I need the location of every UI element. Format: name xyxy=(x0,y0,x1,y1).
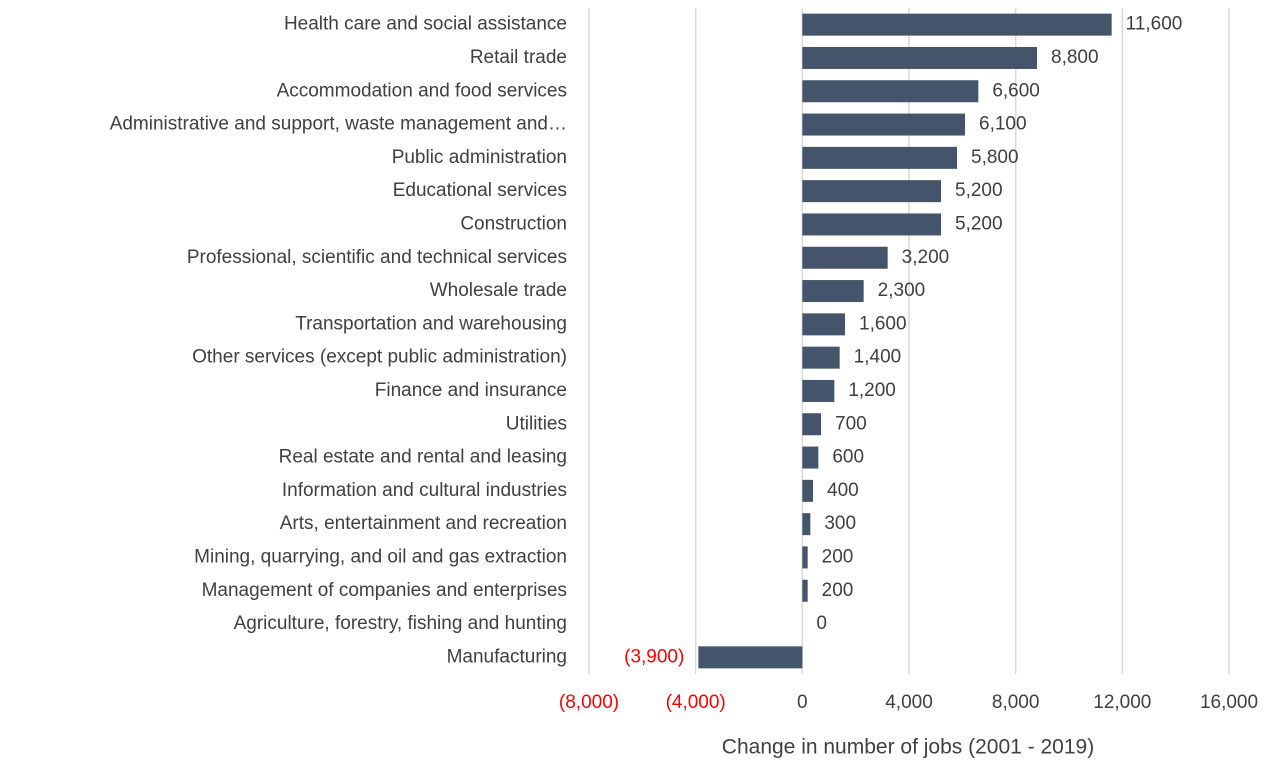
category-label: Agriculture, forestry, fishing and hunti… xyxy=(234,613,567,634)
bar xyxy=(698,646,803,669)
category-label: Construction xyxy=(460,213,567,234)
value-label: 200 xyxy=(822,580,854,601)
x-tick-label: (4,000) xyxy=(666,692,726,713)
value-label: 300 xyxy=(824,513,856,534)
bar xyxy=(802,513,811,536)
bar xyxy=(802,413,821,436)
value-label: (3,900) xyxy=(624,646,684,667)
x-tick-label: (8,000) xyxy=(559,692,619,713)
bar xyxy=(802,146,957,169)
bar xyxy=(802,479,813,502)
bar xyxy=(802,446,819,469)
category-label: Public administration xyxy=(392,147,567,168)
bar xyxy=(802,280,864,303)
category-label: Wholesale trade xyxy=(430,280,567,301)
category-label: Utilities xyxy=(506,413,567,434)
value-label: 2,300 xyxy=(878,280,926,301)
bar xyxy=(802,213,941,236)
x-tick-label: 4,000 xyxy=(885,692,933,713)
value-label: 0 xyxy=(816,613,827,634)
value-label: 8,800 xyxy=(1051,47,1099,68)
x-tick-label: 16,000 xyxy=(1200,692,1258,713)
value-label: 5,200 xyxy=(955,213,1003,234)
category-label: Health care and social assistance xyxy=(284,14,567,35)
category-label: Finance and insurance xyxy=(375,380,567,401)
category-label: Retail trade xyxy=(470,47,567,68)
value-label: 3,200 xyxy=(902,247,950,268)
category-label: Arts, entertainment and recreation xyxy=(280,513,567,534)
value-label: 200 xyxy=(822,546,854,567)
x-tick-label: 8,000 xyxy=(992,692,1040,713)
category-label: Educational services xyxy=(393,180,567,201)
bar xyxy=(802,13,1112,36)
category-label: Other services (except public administra… xyxy=(192,347,567,368)
x-tick-label: 0 xyxy=(797,692,808,713)
axis-title: Change in number of jobs (2001 - 2019) xyxy=(722,736,1094,759)
bar xyxy=(802,313,845,336)
value-label: 11,600 xyxy=(1126,14,1183,35)
value-label: 700 xyxy=(835,413,867,434)
value-label: 1,600 xyxy=(859,313,907,334)
category-label: Administrative and support, waste manage… xyxy=(110,114,567,135)
bar xyxy=(802,379,835,402)
category-label: Transportation and warehousing xyxy=(295,313,567,334)
value-label: 400 xyxy=(827,480,859,501)
category-label: Manufacturing xyxy=(447,646,567,667)
bar xyxy=(802,46,1037,69)
value-label: 1,200 xyxy=(848,380,896,401)
bar xyxy=(802,180,941,203)
x-tick-label: 12,000 xyxy=(1093,692,1151,713)
category-label: Mining, quarrying, and oil and gas extra… xyxy=(194,546,567,567)
value-label: 5,200 xyxy=(955,180,1003,201)
value-label: 600 xyxy=(832,447,864,468)
bar xyxy=(802,346,840,369)
bar xyxy=(802,246,888,269)
value-label: 1,400 xyxy=(854,347,902,368)
bar xyxy=(802,80,979,103)
category-label: Real estate and rental and leasing xyxy=(279,447,567,468)
category-label: Information and cultural industries xyxy=(282,480,567,501)
category-label: Accommodation and food services xyxy=(277,80,567,101)
bar xyxy=(802,113,965,136)
bar xyxy=(802,579,808,602)
value-label: 6,100 xyxy=(979,114,1027,135)
category-label: Professional, scientific and technical s… xyxy=(187,247,567,268)
category-label: Management of companies and enterprises xyxy=(202,580,567,601)
bar xyxy=(802,546,808,569)
value-label: 6,600 xyxy=(992,80,1040,101)
value-label: 5,800 xyxy=(971,147,1019,168)
